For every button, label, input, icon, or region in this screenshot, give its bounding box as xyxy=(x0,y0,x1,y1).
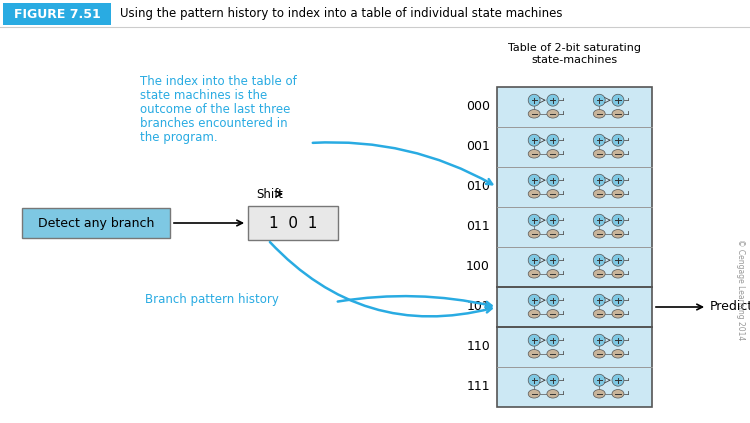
Circle shape xyxy=(612,214,624,226)
Ellipse shape xyxy=(528,349,540,358)
Ellipse shape xyxy=(593,190,605,198)
Ellipse shape xyxy=(612,269,624,278)
Ellipse shape xyxy=(547,110,559,118)
Text: 011: 011 xyxy=(466,220,490,233)
Ellipse shape xyxy=(593,349,605,358)
Ellipse shape xyxy=(593,390,605,398)
Ellipse shape xyxy=(593,269,605,278)
Text: Branch pattern history: Branch pattern history xyxy=(145,294,279,307)
Circle shape xyxy=(612,294,624,306)
Text: Table of 2-bit saturating: Table of 2-bit saturating xyxy=(508,43,641,53)
Text: Prediction: Prediction xyxy=(710,300,750,313)
Circle shape xyxy=(593,134,605,146)
Ellipse shape xyxy=(612,190,624,198)
Text: 1  0  1: 1 0 1 xyxy=(268,215,317,231)
Ellipse shape xyxy=(593,230,605,238)
Bar xyxy=(497,367,652,407)
Circle shape xyxy=(528,294,540,306)
Text: state-machines: state-machines xyxy=(532,55,617,65)
Bar xyxy=(497,207,652,247)
Ellipse shape xyxy=(528,310,540,318)
Circle shape xyxy=(547,254,559,266)
Text: 001: 001 xyxy=(466,140,490,154)
Text: FIGURE 7.51: FIGURE 7.51 xyxy=(13,8,100,20)
Ellipse shape xyxy=(612,110,624,118)
Circle shape xyxy=(528,134,540,146)
Ellipse shape xyxy=(593,150,605,158)
Ellipse shape xyxy=(612,230,624,238)
Ellipse shape xyxy=(547,230,559,238)
Ellipse shape xyxy=(528,150,540,158)
Text: © Cengage Learning 2014: © Cengage Learning 2014 xyxy=(736,239,745,341)
Circle shape xyxy=(612,334,624,346)
Text: Shift: Shift xyxy=(256,187,284,201)
Text: 010: 010 xyxy=(466,181,490,193)
Text: branches encountered in: branches encountered in xyxy=(140,117,288,130)
Bar xyxy=(497,87,652,407)
Circle shape xyxy=(593,374,605,386)
Circle shape xyxy=(593,94,605,106)
Ellipse shape xyxy=(547,310,559,318)
Ellipse shape xyxy=(547,390,559,398)
Ellipse shape xyxy=(528,190,540,198)
Ellipse shape xyxy=(547,269,559,278)
Ellipse shape xyxy=(612,390,624,398)
Circle shape xyxy=(612,134,624,146)
Circle shape xyxy=(547,374,559,386)
Circle shape xyxy=(593,334,605,346)
Ellipse shape xyxy=(612,310,624,318)
Text: Detect any branch: Detect any branch xyxy=(38,217,154,230)
Text: 100: 100 xyxy=(466,261,490,274)
Bar xyxy=(248,206,338,240)
Ellipse shape xyxy=(528,390,540,398)
Circle shape xyxy=(547,294,559,306)
Ellipse shape xyxy=(593,110,605,118)
Bar xyxy=(497,327,652,367)
Text: Using the pattern history to index into a table of individual state machines: Using the pattern history to index into … xyxy=(120,8,562,20)
Circle shape xyxy=(528,174,540,186)
Circle shape xyxy=(547,94,559,106)
Circle shape xyxy=(612,174,624,186)
Text: state machines is the: state machines is the xyxy=(140,89,267,102)
Circle shape xyxy=(612,254,624,266)
Bar xyxy=(22,208,170,238)
Text: the program.: the program. xyxy=(140,131,218,144)
Bar xyxy=(497,247,652,287)
Ellipse shape xyxy=(547,190,559,198)
Text: outcome of the last three: outcome of the last three xyxy=(140,103,290,116)
Text: 101: 101 xyxy=(466,300,490,313)
Bar xyxy=(497,167,652,207)
Circle shape xyxy=(547,334,559,346)
Circle shape xyxy=(593,254,605,266)
Circle shape xyxy=(528,94,540,106)
Circle shape xyxy=(528,254,540,266)
Circle shape xyxy=(528,214,540,226)
Circle shape xyxy=(547,214,559,226)
Text: 000: 000 xyxy=(466,101,490,113)
Ellipse shape xyxy=(528,269,540,278)
Circle shape xyxy=(593,294,605,306)
Ellipse shape xyxy=(528,110,540,118)
Bar xyxy=(497,127,652,167)
Bar xyxy=(497,287,652,327)
Text: 110: 110 xyxy=(466,341,490,354)
Circle shape xyxy=(593,174,605,186)
Ellipse shape xyxy=(593,310,605,318)
Ellipse shape xyxy=(612,349,624,358)
Circle shape xyxy=(528,334,540,346)
Bar xyxy=(3,3,111,25)
Ellipse shape xyxy=(612,150,624,158)
Circle shape xyxy=(593,214,605,226)
Circle shape xyxy=(547,134,559,146)
Circle shape xyxy=(528,374,540,386)
Ellipse shape xyxy=(547,349,559,358)
Circle shape xyxy=(612,374,624,386)
Circle shape xyxy=(547,174,559,186)
Ellipse shape xyxy=(528,230,540,238)
Circle shape xyxy=(612,94,624,106)
Ellipse shape xyxy=(547,150,559,158)
Text: The index into the table of: The index into the table of xyxy=(140,75,297,88)
Text: 111: 111 xyxy=(466,381,490,393)
Bar xyxy=(497,87,652,127)
